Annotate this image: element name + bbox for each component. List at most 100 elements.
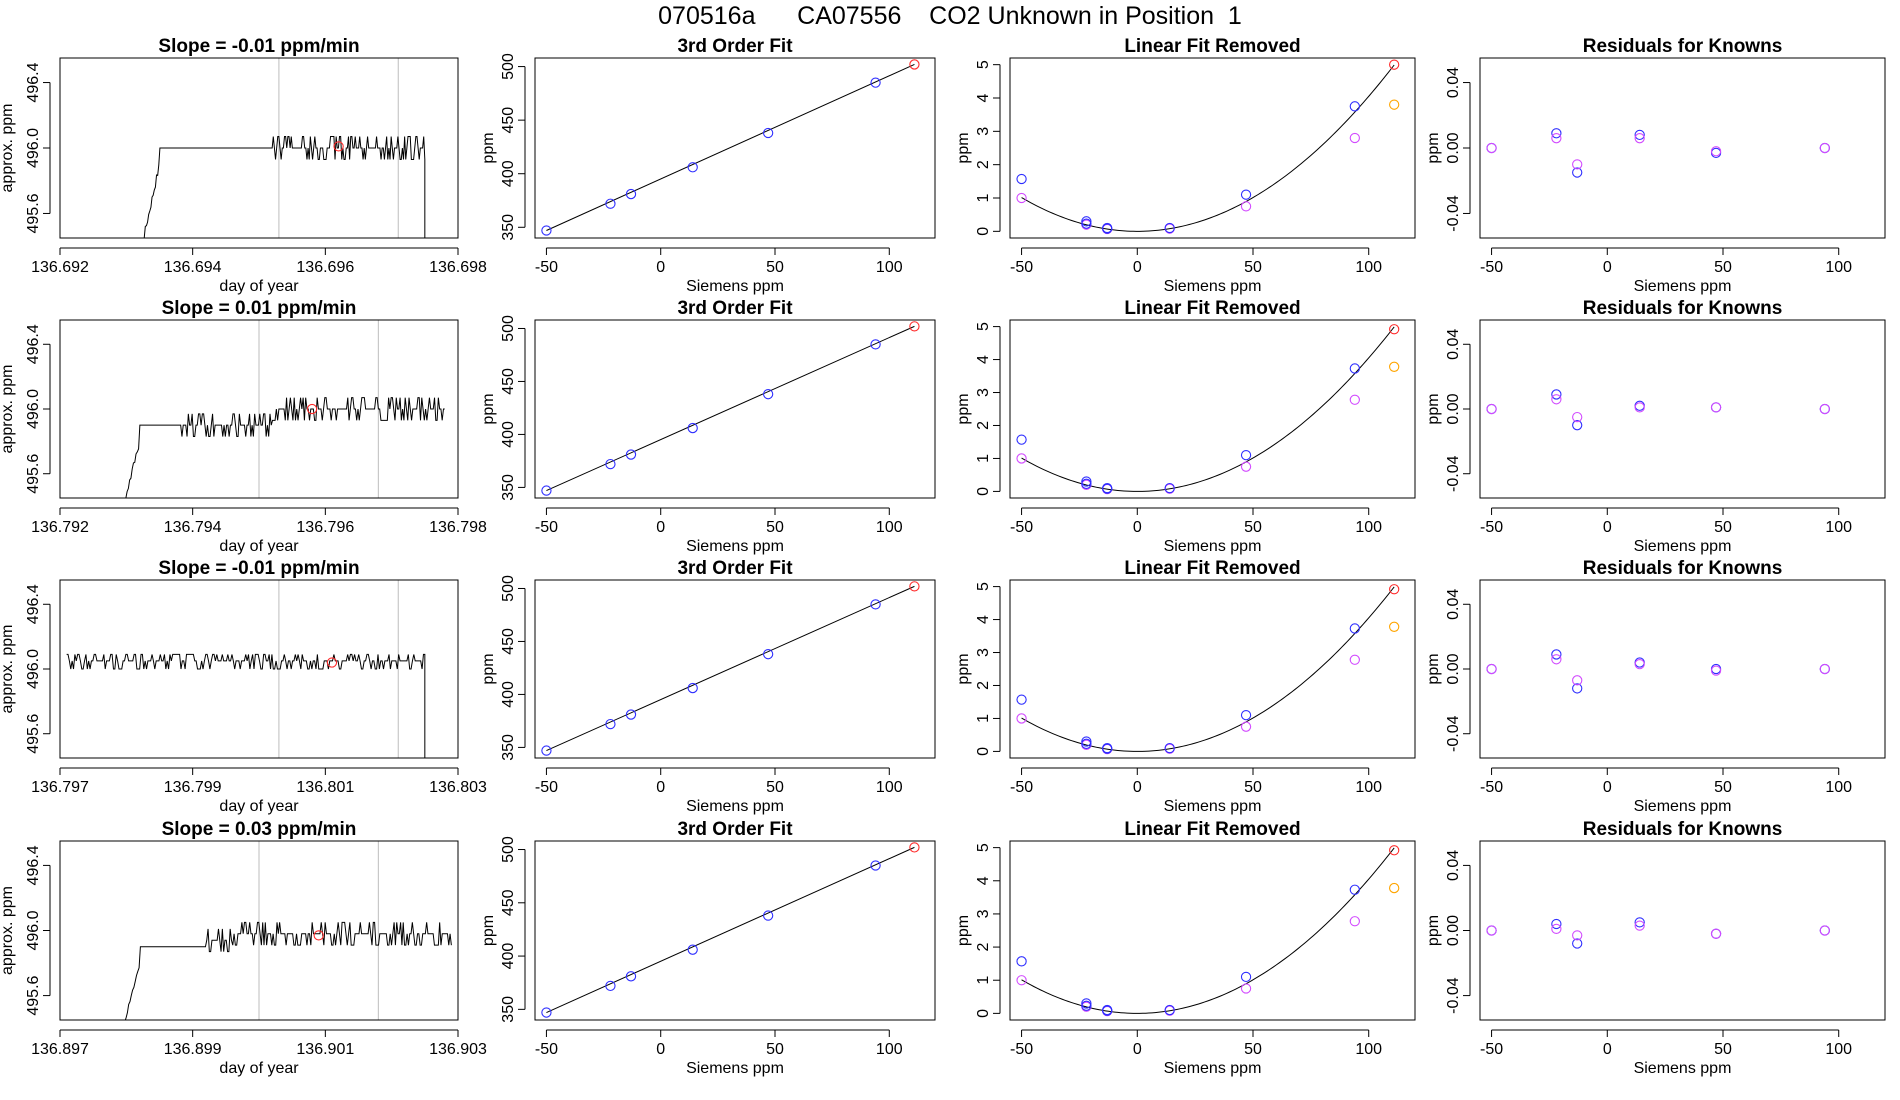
x-tick-label: -50	[1480, 1041, 1503, 1058]
known-point	[1349, 363, 1360, 374]
y-tick-label: -0.04	[1445, 715, 1462, 752]
y-axis-label: ppm	[955, 393, 972, 424]
adjusted-residual-point	[1572, 930, 1583, 941]
panel-linear-removed-row-1: Linear Fit Removed -50 0 50 100 Siemens ppm 0 1…	[955, 36, 1416, 295]
y-tick-label: 495.6	[25, 193, 42, 233]
known-point	[1102, 1005, 1113, 1016]
analyzer-trace-line	[143, 136, 426, 238]
y-tick-label: 0.00	[1445, 393, 1462, 424]
known-point	[1349, 623, 1360, 634]
x-tick-label: 100	[1355, 779, 1382, 796]
known-residual-point	[1572, 938, 1583, 949]
y-tick-label: 350	[500, 214, 517, 241]
y-tick-label: -0.04	[1445, 977, 1462, 1014]
panel-linear-removed-row-2: Linear Fit Removed -50 0 50 100 Siemens ppm 0 1…	[955, 298, 1416, 555]
adjusted-residual-point	[1572, 411, 1583, 423]
known-point	[605, 198, 616, 209]
plot-frame	[1479, 319, 1886, 499]
known-point	[870, 860, 881, 871]
y-tick-label: -0.04	[1445, 195, 1462, 232]
quadratic-fit-curve	[1021, 64, 1395, 232]
known-residual-point	[1572, 420, 1583, 431]
known-point	[1081, 1000, 1092, 1011]
x-tick-label: 136.899	[164, 1041, 222, 1058]
x-tick-label: -50	[1010, 519, 1033, 536]
known-point	[541, 745, 552, 756]
known-point	[687, 422, 698, 434]
y-tick-label: 4	[975, 355, 992, 364]
x-tick-label: 0	[1133, 519, 1142, 536]
adjusted-point	[1240, 461, 1252, 472]
y-tick-label: 496.0	[25, 910, 42, 950]
analyzer-trace-line	[125, 397, 445, 498]
panel-residuals-row-1: Residuals for Knowns -50 0 50 100 Siemens ppm…	[1425, 36, 1886, 295]
known-point	[1102, 743, 1113, 754]
panel-residuals-row-3: Residuals for Knowns -50 0 50 100 Siemens ppm…	[1425, 558, 1886, 815]
unknown-mean-point	[326, 657, 338, 668]
adjusted-residual-point	[1634, 658, 1645, 670]
x-tick-label: 50	[1714, 779, 1732, 796]
y-axis-label: approx. ppm	[0, 104, 16, 193]
y-tick-label: 0	[975, 227, 992, 236]
x-axis-label: Siemens ppm	[686, 538, 784, 555]
x-tick-label: 136.692	[31, 259, 89, 276]
y-tick-label: 1	[975, 976, 992, 985]
x-axis-label: Siemens ppm	[686, 278, 784, 295]
x-tick-label: 100	[876, 779, 903, 796]
unknown-point	[909, 581, 920, 592]
x-axis-label: Siemens ppm	[1634, 798, 1732, 815]
x-tick-label: 0	[1133, 1041, 1142, 1058]
adjusted-residual-point	[1551, 133, 1562, 144]
y-tick-label: 496.4	[25, 62, 42, 102]
panel-time-row-3: Slope = -0.01 ppm/min 136.797 136.799 136.8…	[0, 558, 487, 815]
y-tick-label: 496.4	[25, 845, 42, 885]
adjusted-point	[1240, 721, 1252, 732]
panel-title: 3rd Order Fit	[677, 819, 793, 840]
known-point	[762, 649, 774, 660]
x-tick-label: 0	[1603, 259, 1612, 276]
known-residual-point	[1634, 129, 1645, 141]
panel-title: Slope = 0.03 ppm/min	[162, 819, 357, 840]
adjusted-residual-point	[1819, 142, 1830, 154]
x-tick-label: 136.901	[296, 1041, 354, 1058]
plot-area	[1486, 128, 1830, 178]
known-point	[605, 980, 616, 992]
plot-area	[124, 841, 452, 1020]
y-axis-label: ppm	[1425, 393, 1442, 424]
y-tick-label: 0.04	[1445, 589, 1462, 620]
x-tick-label: 100	[1825, 779, 1852, 796]
fit-line	[546, 325, 915, 492]
panel-title: Residuals for Knowns	[1583, 298, 1783, 319]
panel-title: Residuals for Knowns	[1583, 819, 1783, 840]
x-tick-label: -50	[1010, 1041, 1033, 1058]
panel-title: Slope = -0.01 ppm/min	[158, 558, 359, 579]
quadratic-fit-curve	[1021, 586, 1395, 752]
panel-time-row-4: Slope = 0.03 ppm/min 136.897 136.899 136.90…	[0, 819, 487, 1077]
adjusted-residual-point	[1551, 654, 1562, 665]
x-axis-label: Siemens ppm	[1634, 538, 1732, 555]
adjusted-residual-point	[1819, 403, 1830, 415]
y-tick-label: 400	[500, 943, 517, 970]
panel-linear-removed-row-4: Linear Fit Removed -50 0 50 100 Siemens ppm 0 1…	[955, 819, 1416, 1077]
y-tick-label: 450	[500, 628, 517, 655]
panel-residuals-row-4: Residuals for Knowns -50 0 50 100 Siemens ppm…	[1425, 819, 1886, 1077]
known-point	[1102, 483, 1113, 494]
y-tick-label: 5	[975, 843, 992, 852]
y-axis-label: ppm	[955, 915, 972, 946]
plot-area	[1486, 649, 1830, 694]
plot-area	[1016, 324, 1400, 495]
plot-frame	[1009, 840, 1416, 1021]
known-point	[687, 944, 698, 955]
panel-time-row-1: Slope = -0.01 ppm/min 136.692 136.694 136.6…	[0, 36, 487, 295]
x-tick-label: 50	[766, 259, 784, 276]
y-tick-label: 0.00	[1445, 653, 1462, 684]
main-title: 070516a CA07556 CO2 Unknown in Position …	[658, 2, 1242, 30]
adjusted-point	[1349, 132, 1360, 144]
x-axis-label: Siemens ppm	[1164, 278, 1262, 295]
unknown-point	[1389, 845, 1400, 856]
adjusted-residual-point	[1634, 133, 1645, 144]
plot-area	[541, 581, 920, 756]
y-tick-label: 4	[975, 93, 992, 102]
y-tick-label: 500	[500, 53, 517, 80]
y-tick-label: 0	[975, 747, 992, 756]
